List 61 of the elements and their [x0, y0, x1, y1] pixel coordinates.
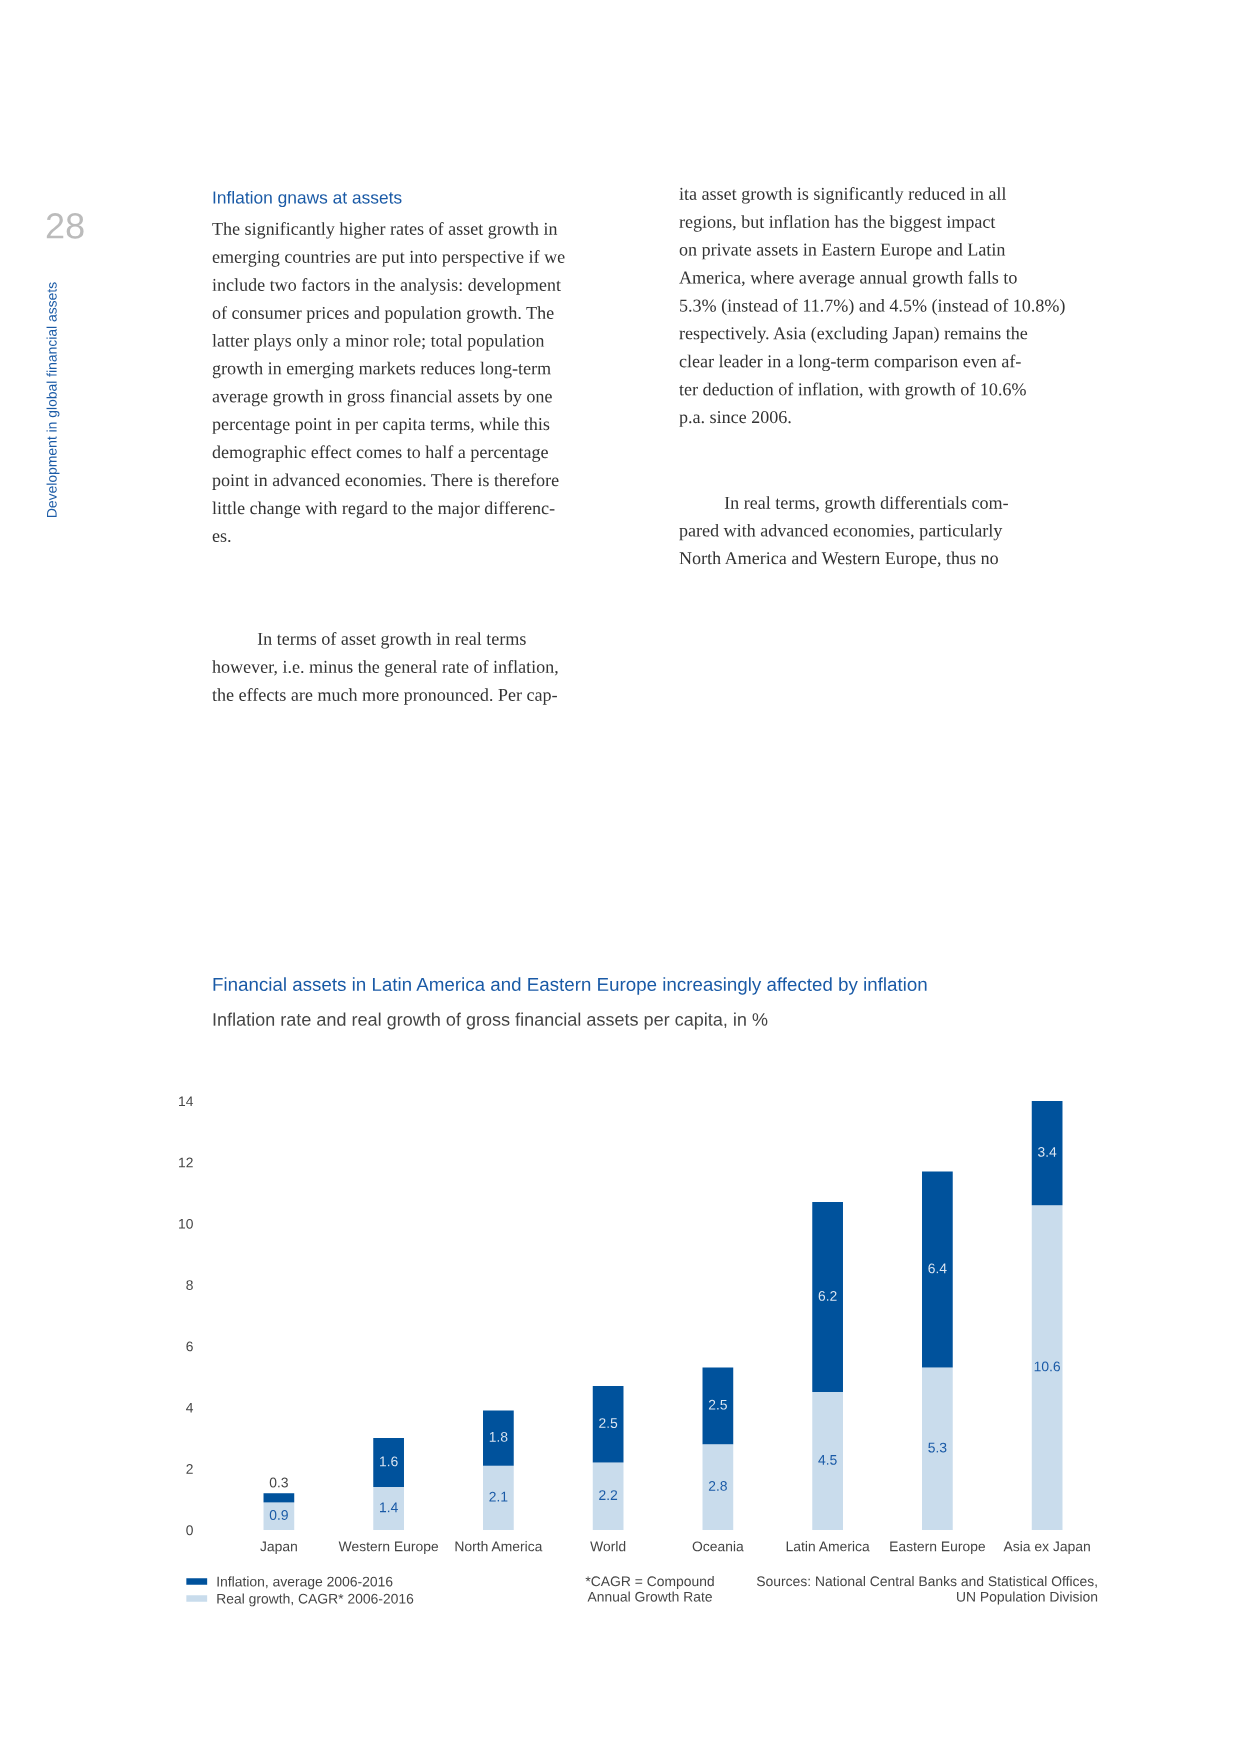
bar: [263, 1502, 295, 1530]
text: Inflation gnaws at assets: [213, 190, 402, 208]
y-tick-label: 8: [186, 1280, 193, 1291]
bar: [373, 1487, 404, 1530]
data-label: 10.6: [1034, 1361, 1061, 1372]
data-label: 0.3: [269, 1477, 288, 1488]
data-label: 2.5: [708, 1399, 727, 1410]
x-tick-label: Asia ex Japan: [1003, 1541, 1090, 1555]
bar: [483, 1410, 514, 1466]
data-label: 1.6: [380, 1456, 398, 1467]
y-tick-label: 10: [179, 1218, 193, 1229]
data-label: 2.5: [599, 1418, 618, 1429]
y-tick-label: 2: [186, 1464, 193, 1474]
x-tick-label: North America: [455, 1541, 543, 1552]
data-label: 2.2: [599, 1490, 618, 1500]
chart-title: Financial assets in Latin America and Eastern Europe increasingly affected by inflation: [213, 977, 927, 995]
bar: [592, 1385, 624, 1463]
data-label: 6.2: [818, 1291, 837, 1301]
bar: [592, 1462, 624, 1530]
text: In terms of asset growth in real terms however, i.e. minus the general rate of inflation, the effects are much more pronounced. Per cap-: [212, 632, 558, 705]
y-tick-label: 4: [186, 1402, 194, 1413]
text: *CAGR = Compound Annual Growth Rate: [585, 1576, 714, 1602]
bar: [922, 1171, 953, 1368]
bar: [812, 1392, 843, 1530]
x-tick-label: Latin America: [786, 1541, 870, 1552]
text: The significantly higher rates of asset growth in emerging countries are put into perspective if we include two factors in the analysis: development of consumer prices and population growth. The latter plays only a minor role; total population growth in emerging markets reduces long-term average growth in gross financial assets by one percentage point in per capita terms, while this demographic effect comes to half a percentage point in advanced economies. There is therefore little change with regard to the major differenc- es.: [212, 222, 565, 543]
y-tick-label: 14: [179, 1096, 194, 1107]
legend-label: Real growth, CAGR* 2006-2016: [217, 1593, 414, 1607]
chart-subtitle: Inflation rate and real growth of gross financial assets per capita, in %: [213, 1012, 768, 1030]
bar: [263, 1493, 295, 1503]
text: 28: [46, 213, 84, 239]
data-label: 5.3: [928, 1442, 947, 1453]
text: In real terms, growth differentials com- pared with advanced economies, particularly North America and Western Europe, thus no: [679, 496, 1008, 568]
data-label: 2.1: [489, 1491, 508, 1502]
x-tick-label: Oceania: [692, 1541, 744, 1552]
y-tick-label: 12: [179, 1157, 193, 1168]
bar: [702, 1444, 734, 1530]
bar: [922, 1367, 953, 1530]
data-label: 4.5: [818, 1455, 837, 1465]
legend-label: Inflation, average 2006-2016: [217, 1576, 393, 1590]
x-tick-label: Eastern Europe: [890, 1541, 986, 1555]
x-tick-label: World: [590, 1541, 626, 1552]
bar: [702, 1367, 734, 1445]
data-label: 3.4: [1038, 1146, 1057, 1157]
y-tick-label: 0: [186, 1525, 193, 1536]
bar: [812, 1202, 843, 1393]
x-tick-label: Western Europe: [338, 1541, 439, 1555]
source-note: Sources: National Central Banks and Statistical Offices, UN Population Division: [756, 1576, 1098, 1605]
bar: [1031, 1205, 1063, 1530]
x-tick-label: Japan: [260, 1541, 297, 1555]
bar: [1031, 1101, 1063, 1206]
text: Development in global financial assets: [46, 282, 60, 517]
data-label: 2.8: [708, 1480, 727, 1491]
data-label: 1.4: [380, 1502, 398, 1513]
data-label: 0.9: [269, 1510, 288, 1520]
y-tick-label: 6: [186, 1341, 193, 1352]
data-label: 6.4: [928, 1263, 947, 1274]
bar: [483, 1465, 514, 1530]
text: ita asset growth is significantly reduced in all regions, but inflation has the biggest impact on private assets in Eastern Europe and Latin America, where average annual growth falls to 5.3% (instead of 11.7%) and 4.5% (instead of 10.8%) respectively. Asia (excluding Japan) remains the clear leader in a long-term comparison even af- ter deduction of inflation, with growth of 10.6% p.a. since 2006.: [679, 187, 1065, 427]
data-label: 1.8: [489, 1431, 508, 1442]
bar: [373, 1438, 404, 1488]
